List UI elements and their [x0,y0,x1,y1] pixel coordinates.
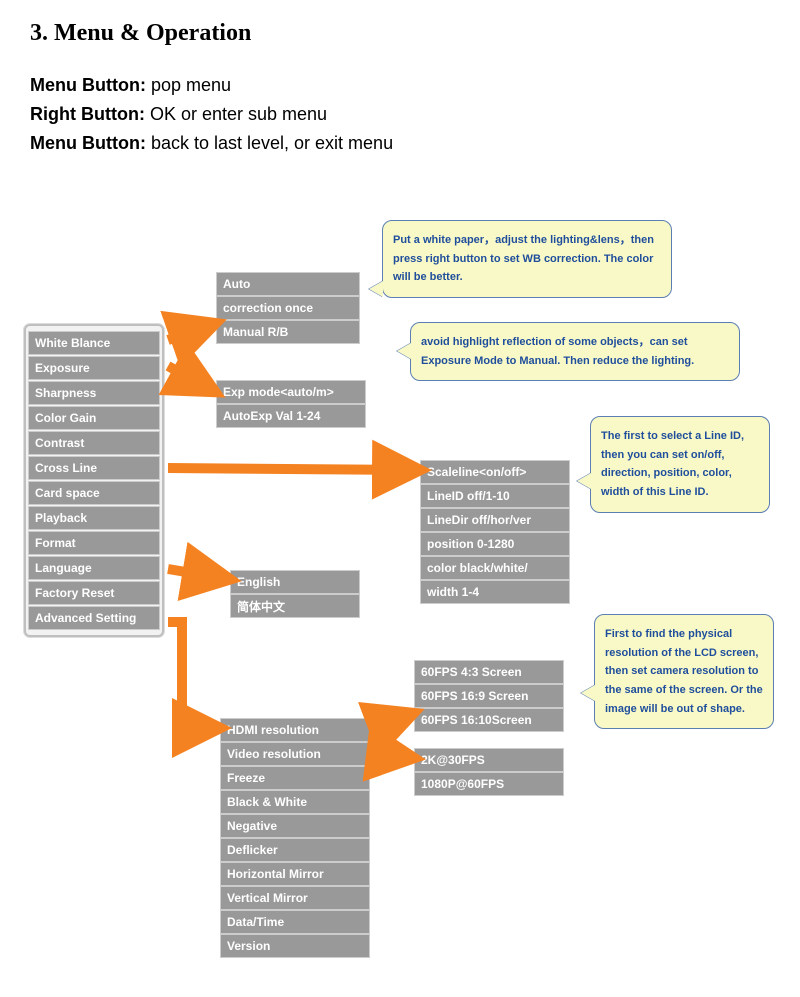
submenu-item[interactable]: English [230,570,360,594]
main-menu-item[interactable]: Cross Line [28,456,160,480]
submenu-item[interactable]: Auto [216,272,360,296]
main-menu-item[interactable]: White Blance [28,331,160,355]
main-menu-item[interactable]: Card space [28,481,160,505]
submenu-item[interactable]: 60FPS 4:3 Screen [414,660,564,684]
main-menu-item[interactable]: Format [28,531,160,555]
submenu-item[interactable]: 60FPS 16:10Screen [414,708,564,732]
submenu-item[interactable]: 2K@30FPS [414,748,564,772]
submenu-item[interactable]: Scaleline<on/off> [420,460,570,484]
callout-exposure-text: avoid highlight reflection of some objec… [421,336,694,367]
submenu-item[interactable]: position 0-1280 [420,532,570,556]
submenu-item[interactable]: 1080P@60FPS [414,772,564,796]
submenu-item[interactable]: Freeze [220,766,370,790]
intro-1-bold: Menu Button: [30,75,146,95]
main-menu-item[interactable]: Advanced Setting [28,606,160,630]
submenu-item[interactable]: 简体中文 [230,594,360,618]
callout-wb: Put a white paper，adjust the lighting&le… [382,220,672,298]
submenu-item[interactable]: correction once [216,296,360,320]
submenu-exposure: Exp mode<auto/m>AutoExp Val 1-24 [216,380,366,428]
submenu-item[interactable]: color black/white/ [420,556,570,580]
main-menu-item[interactable]: Sharpness [28,381,160,405]
submenu-item[interactable]: Manual R/B [216,320,360,344]
main-menu-item[interactable]: Exposure [28,356,160,380]
submenu-item[interactable]: width 1-4 [420,580,570,604]
submenu-item[interactable]: Horizontal Mirror [220,862,370,886]
submenu-item[interactable]: LineDir off/hor/ver [420,508,570,532]
submenu-item[interactable]: Data/Time [220,910,370,934]
main-menu-item[interactable]: Contrast [28,431,160,455]
intro-line-1: Menu Button: pop menu [30,75,770,96]
main-menu-item[interactable]: Playback [28,506,160,530]
submenu-item[interactable]: 60FPS 16:9 Screen [414,684,564,708]
callout-resolution: First to find the physical resolution of… [594,614,774,729]
intro-3-text: back to last level, or exit menu [146,133,393,153]
submenu-item[interactable]: Exp mode<auto/m> [216,380,366,404]
submenu-wb: Autocorrection onceManual R/B [216,272,360,344]
submenu-item[interactable]: LineID off/1-10 [420,484,570,508]
callout-exposure: avoid highlight reflection of some objec… [410,322,740,381]
intro-3-bold: Menu Button: [30,133,146,153]
callout-tail-icon [577,473,591,489]
callout-tail-icon [581,685,595,701]
callout-crossline-text: The first to select a Line ID, then you … [601,430,744,498]
main-menu-item[interactable]: Language [28,556,160,580]
callout-wb-text: Put a white paper，adjust the lighting&le… [393,234,654,283]
intro-line-2: Right Button: OK or enter sub menu [30,104,770,125]
submenu-item[interactable]: AutoExp Val 1-24 [216,404,366,428]
page: 3. Menu & Operation Menu Button: pop men… [0,0,800,997]
intro-2-bold: Right Button: [30,104,145,124]
submenu-item[interactable]: Video resolution [220,742,370,766]
submenu-item[interactable]: Vertical Mirror [220,886,370,910]
intro-line-3: Menu Button: back to last level, or exit… [30,133,770,154]
submenu-crossline: Scaleline<on/off>LineID off/1-10LineDir … [420,460,570,604]
callout-resolution-text: First to find the physical resolution of… [605,628,763,715]
callout-crossline: The first to select a Line ID, then you … [590,416,770,513]
submenu-video_res: 2K@30FPS1080P@60FPS [414,748,564,796]
submenu-item[interactable]: Version [220,934,370,958]
submenu-hdmi_res: 60FPS 4:3 Screen60FPS 16:9 Screen60FPS 1… [414,660,564,732]
main-menu: White BlanceExposureSharpnessColor GainC… [24,324,164,637]
callout-tail-icon [369,281,383,297]
intro-1-text: pop menu [146,75,231,95]
main-menu-item[interactable]: Factory Reset [28,581,160,605]
submenu-language: English简体中文 [230,570,360,618]
callout-tail-icon [397,343,411,359]
section-title: 3. Menu & Operation [30,20,770,47]
submenu-item[interactable]: Black & White [220,790,370,814]
main-menu-item[interactable]: Color Gain [28,406,160,430]
submenu-item[interactable]: Negative [220,814,370,838]
submenu-item[interactable]: Deflicker [220,838,370,862]
intro-2-text: OK or enter sub menu [145,104,327,124]
submenu-advanced: HDMI resolutionVideo resolutionFreezeBla… [220,718,370,958]
submenu-item[interactable]: HDMI resolution [220,718,370,742]
